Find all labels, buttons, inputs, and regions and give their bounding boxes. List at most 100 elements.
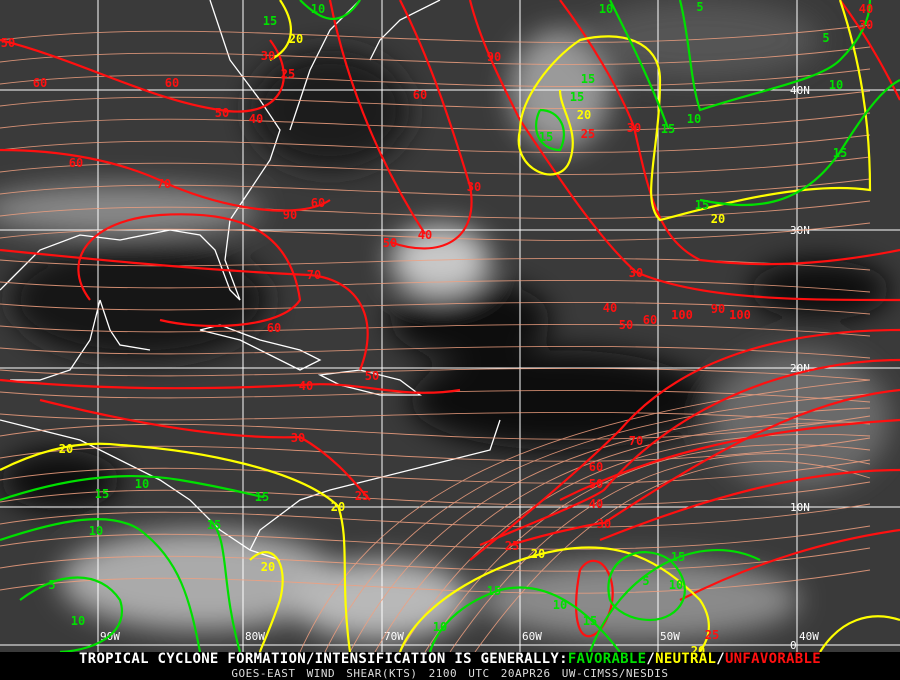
- contour-label: 10: [433, 620, 447, 634]
- contour-label: 25: [281, 67, 295, 81]
- favorable-contour: [609, 0, 872, 129]
- favorable-contour: [209, 519, 242, 652]
- streamline: [324, 393, 871, 652]
- streamline: [349, 407, 871, 652]
- streamline: [0, 415, 871, 440]
- contour-label: 70: [157, 177, 171, 191]
- contour-label: 50: [383, 236, 397, 250]
- contour-label: 30: [859, 18, 873, 32]
- streamline: [0, 156, 871, 175]
- contour-label: 15: [583, 614, 597, 628]
- lon-label: 40W: [799, 630, 819, 643]
- lon-label: 80W: [245, 630, 265, 643]
- contour-label: 20: [59, 442, 73, 456]
- contour-label: 30: [629, 266, 643, 280]
- contour-label: 40: [603, 301, 617, 315]
- streamline: [0, 46, 871, 65]
- contour-label: 30: [597, 517, 611, 531]
- neutral-contour: [269, 0, 292, 61]
- contour-label: 50: [589, 477, 603, 491]
- contour-label: 20: [691, 644, 705, 652]
- unfavorable-contour: [839, 0, 900, 101]
- contour-label: 15: [255, 490, 269, 504]
- legend-neutral: NEUTRAL: [655, 651, 717, 667]
- favorable-contour: [699, 79, 900, 207]
- contour-label: 20: [289, 32, 303, 46]
- contour-label: 90: [283, 208, 297, 222]
- product-time: 2100 UTC: [428, 667, 490, 680]
- contour-label: 15: [833, 146, 847, 160]
- favorable-contour: [0, 517, 202, 652]
- lon-label: 60W: [522, 630, 542, 643]
- unfavorable-contour: [0, 378, 461, 394]
- headline-text: TROPICAL CYCLONE FORMATION/INTENSIFICATI…: [79, 651, 568, 667]
- contour-label: 30: [627, 121, 641, 135]
- contour-label: 25: [355, 489, 369, 503]
- contour-label: 15: [695, 198, 709, 212]
- contour-label: 15: [671, 550, 685, 564]
- favorable-contour: [299, 0, 361, 20]
- streamline: [0, 437, 871, 462]
- contour-label: 30: [291, 431, 305, 445]
- lat-label: 40N: [790, 84, 810, 97]
- neutral-contour: [0, 442, 352, 652]
- favorable-contour: [607, 551, 686, 622]
- legend-unfavorable: UNFAVORABLE: [724, 651, 821, 667]
- contour-label: 15: [95, 487, 109, 501]
- unfavorable-contour: [328, 0, 426, 235]
- contour-label: 20: [331, 500, 345, 514]
- contour-label: 15: [539, 130, 553, 144]
- contour-label: 60: [643, 313, 657, 327]
- contour-label: 50: [365, 369, 379, 383]
- streamline: [0, 569, 871, 594]
- streamline: [0, 389, 871, 403]
- contour-label: 10: [829, 78, 843, 92]
- headline: TROPICAL CYCLONE FORMATION/INTENSIFICATI…: [0, 652, 900, 667]
- streamline: [0, 301, 871, 315]
- favorable-contour: [588, 549, 761, 652]
- contour-label: 10: [599, 2, 613, 16]
- contour-label: 60: [33, 76, 47, 90]
- product-date: 20APR26: [500, 667, 551, 680]
- contour-label: 5: [696, 0, 703, 14]
- lon-label: 70W: [384, 630, 404, 643]
- streamline: [0, 345, 871, 359]
- contour-label: 10: [669, 578, 683, 592]
- contour-label: 5: [642, 574, 649, 588]
- unfavorable-contour: [77, 213, 302, 328]
- contour-label: 10: [89, 524, 103, 538]
- contour-label: 60: [267, 321, 281, 335]
- contour-label: 15: [207, 518, 221, 532]
- streamline: [0, 411, 871, 425]
- streamline: [474, 460, 871, 652]
- contour-label: 50: [215, 106, 229, 120]
- contour-label: 20: [261, 560, 275, 574]
- contour-label: 10: [311, 2, 325, 16]
- unfavorable-contour: [559, 418, 900, 501]
- streamline: [0, 134, 871, 153]
- shear-contours: [0, 0, 900, 652]
- contour-label: 30: [261, 49, 275, 63]
- streamline: [0, 459, 871, 484]
- contour-label: 5: [48, 578, 55, 592]
- unfavorable-contour: [389, 0, 473, 250]
- contour-label: 10: [687, 112, 701, 126]
- contour-label: 50: [1, 36, 15, 50]
- unfavorable-contour: [479, 358, 900, 547]
- contour-label: 20: [711, 212, 725, 226]
- contour-label: 10: [553, 598, 567, 612]
- lat-label: 10N: [790, 501, 810, 514]
- neutral-contour: [249, 551, 284, 652]
- contour-label: 20: [531, 547, 545, 561]
- unfavorable-contour: [679, 528, 900, 601]
- contour-label: 5: [822, 31, 829, 45]
- contour-label: 25: [581, 127, 595, 141]
- contour-label: 10: [71, 614, 85, 628]
- unfavorable-contour: [509, 388, 900, 547]
- neutral-contour: [398, 546, 710, 652]
- unfavorable-contour: [468, 0, 900, 302]
